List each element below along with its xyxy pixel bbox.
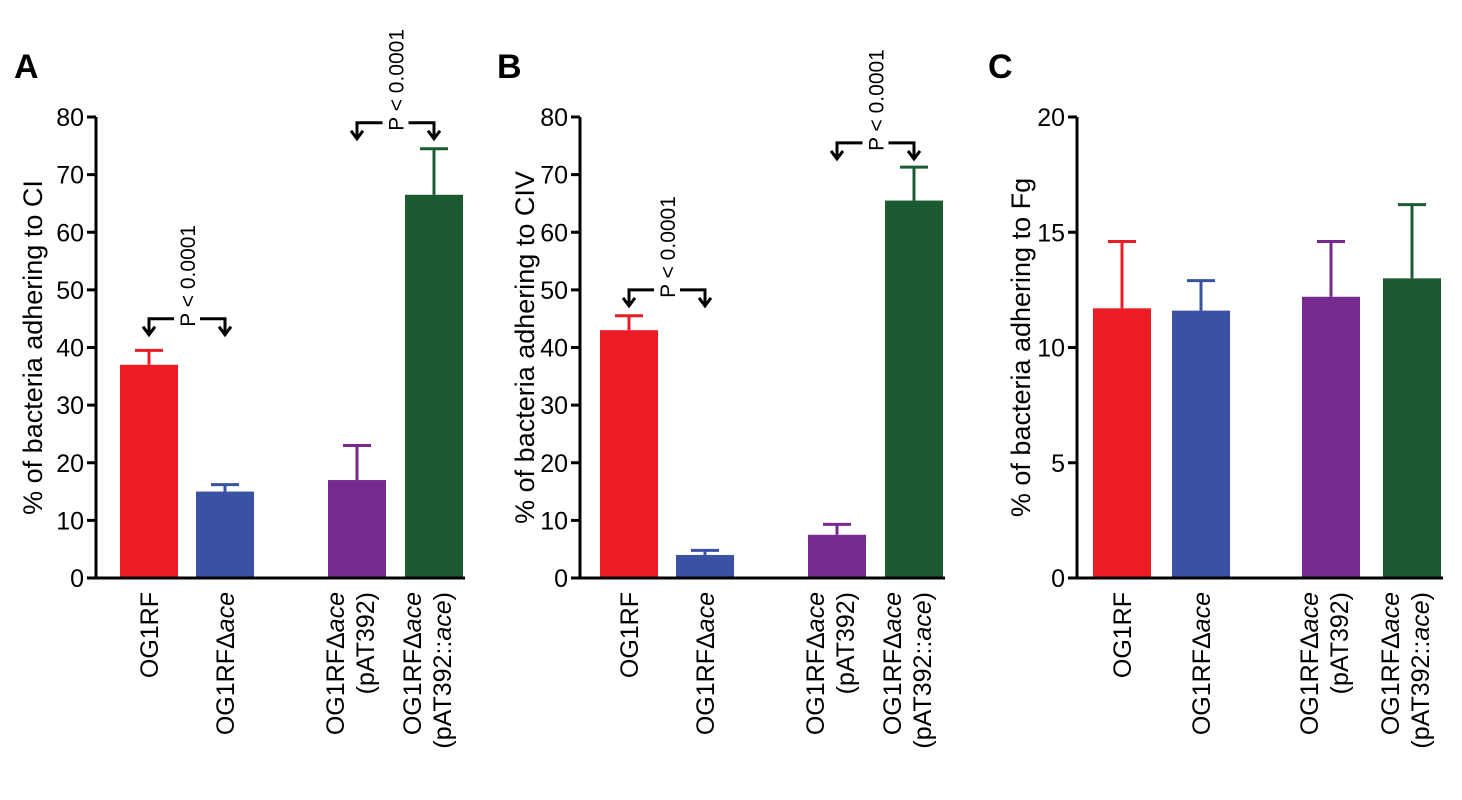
bracket-arrowhead bbox=[349, 129, 365, 142]
x-tick-label-line2: (pAT392) bbox=[1326, 592, 1354, 694]
y-tick-label: 20 bbox=[56, 450, 84, 478]
p-value-label: P < 0.0001 bbox=[177, 225, 200, 327]
bar bbox=[405, 194, 463, 578]
y-axis-label: % of bacteria adhering to CIV bbox=[510, 171, 540, 524]
y-tick-label: 10 bbox=[540, 507, 568, 535]
y-tick-label: 80 bbox=[56, 104, 84, 132]
bracket-arrowhead bbox=[697, 296, 713, 309]
x-tick-label: OG1RFΔace bbox=[212, 592, 240, 735]
chart-panel-c: C 0 5 10 15 20 % of bacteria adhering to Fg OG1… bbox=[988, 48, 1443, 749]
x-tick-label: OG1RFΔace bbox=[1296, 592, 1324, 735]
y-tick-label: 70 bbox=[56, 162, 84, 190]
significance-bracket: P < 0.0001 bbox=[621, 196, 713, 309]
y-tick-label: 10 bbox=[56, 507, 84, 535]
bar bbox=[676, 554, 734, 578]
y-tick-label: 60 bbox=[540, 219, 568, 247]
x-tick-label: OG1RFΔace bbox=[399, 592, 427, 735]
bracket-arrowhead bbox=[906, 150, 922, 162]
x-tick-label: OG1RF bbox=[616, 592, 644, 678]
significance-bracket: P < 0.0001 bbox=[349, 29, 442, 142]
y-tick-label: 15 bbox=[1037, 219, 1065, 247]
y-tick-label: 0 bbox=[70, 565, 84, 593]
bracket-arrowhead bbox=[829, 150, 845, 162]
significance-bracket: P < 0.0001 bbox=[141, 225, 233, 338]
x-tick-label-line2: (pAT392::ace) bbox=[429, 592, 457, 749]
chart-panel-a: A 0 10 20 30 40 50 60 70 80 % of bacteria adhering… bbox=[14, 29, 465, 749]
y-tick-label: 60 bbox=[56, 219, 84, 247]
x-tick-label-line2: (pAT392) bbox=[352, 592, 380, 694]
bar bbox=[196, 491, 254, 578]
bar bbox=[120, 364, 178, 578]
x-tick-label-line2: (pAT392::ace) bbox=[909, 592, 937, 749]
bracket-arrowhead bbox=[621, 296, 637, 309]
bar bbox=[808, 534, 866, 578]
p-value-label: P < 0.0001 bbox=[386, 29, 409, 131]
x-tick-label-line2: (pAT392::ace) bbox=[1407, 592, 1435, 749]
chart-panel-b: B 0 10 20 30 40 50 60 70 80 % of bacteria adhering… bbox=[497, 48, 945, 749]
bar bbox=[1172, 310, 1230, 578]
panel-label: B bbox=[497, 48, 522, 86]
y-tick-label: 70 bbox=[540, 162, 568, 190]
y-tick-label: 20 bbox=[540, 450, 568, 478]
x-tick-label: OG1RFΔace bbox=[692, 592, 720, 735]
bar bbox=[1383, 278, 1441, 578]
x-tick-label: OG1RFΔace bbox=[1188, 592, 1216, 735]
y-tick-label: 50 bbox=[56, 277, 84, 305]
panel-label: C bbox=[988, 48, 1013, 86]
y-axis-label: % of bacteria adhering to Fg bbox=[1006, 178, 1036, 517]
y-tick-label: 0 bbox=[1051, 565, 1065, 593]
p-value-label: P < 0.0001 bbox=[657, 196, 680, 298]
x-tick-label: OG1RFΔace bbox=[1377, 592, 1405, 735]
x-tick-label: OG1RFΔace bbox=[802, 592, 830, 735]
x-tick-label: OG1RF bbox=[1109, 592, 1137, 678]
bar bbox=[600, 330, 658, 578]
bracket-arrowhead bbox=[141, 325, 157, 338]
bracket-arrowhead bbox=[217, 325, 233, 338]
significance-bracket: P < 0.0001 bbox=[829, 49, 922, 162]
y-axis-label: % of bacteria adhering to CI bbox=[18, 180, 48, 515]
bar bbox=[1093, 308, 1151, 578]
y-tick-label: 40 bbox=[56, 335, 84, 363]
x-tick-label: OG1RFΔace bbox=[879, 592, 907, 735]
y-tick-label: 10 bbox=[1037, 335, 1065, 363]
y-tick-label: 20 bbox=[1037, 104, 1065, 132]
y-tick-label: 40 bbox=[540, 335, 568, 363]
panel-label: A bbox=[14, 48, 39, 86]
x-tick-label-line2: (pAT392) bbox=[832, 592, 860, 694]
bar bbox=[885, 200, 943, 578]
bar bbox=[328, 480, 386, 578]
y-tick-label: 0 bbox=[554, 565, 568, 593]
x-tick-label: OG1RF bbox=[136, 592, 164, 678]
y-tick-label: 80 bbox=[540, 104, 568, 132]
x-tick-label: OG1RFΔace bbox=[322, 592, 350, 735]
y-tick-label: 30 bbox=[56, 392, 84, 420]
bar bbox=[1302, 296, 1360, 578]
p-value-label: P < 0.0001 bbox=[866, 49, 889, 151]
y-tick-label: 5 bbox=[1051, 450, 1065, 478]
y-tick-label: 50 bbox=[540, 277, 568, 305]
y-tick-label: 30 bbox=[540, 392, 568, 420]
bracket-arrowhead bbox=[426, 129, 442, 142]
